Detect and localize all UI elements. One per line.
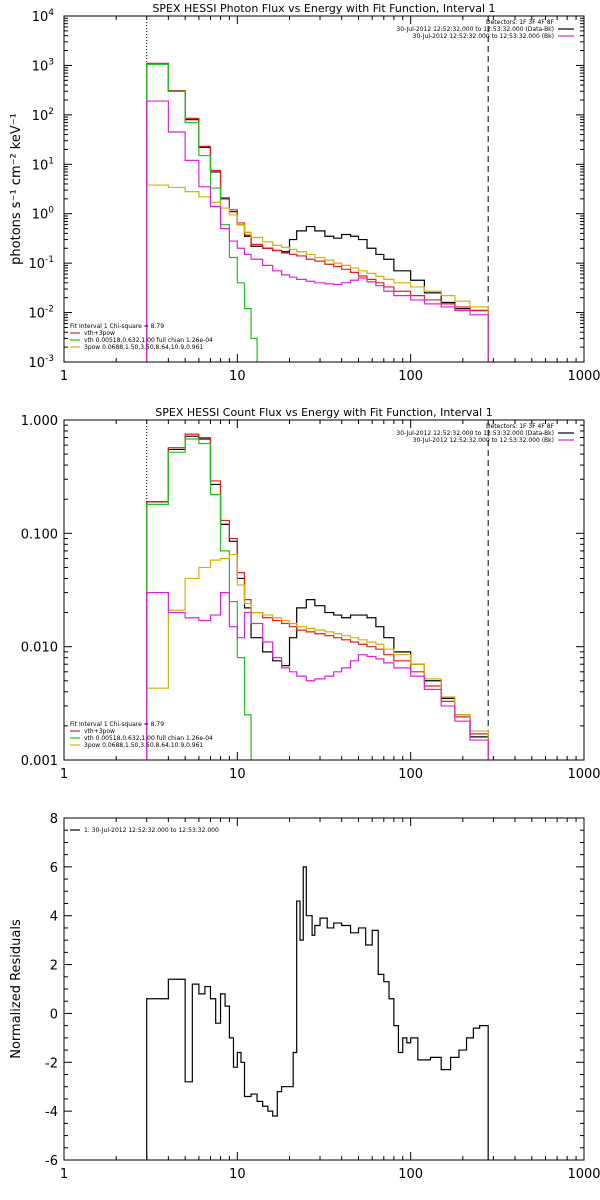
y-tick-exponent: -2 xyxy=(45,305,54,315)
info-line: Detectors: 1F 3F 4F 8F xyxy=(486,423,555,430)
chart-title: SPEX HESSI Count Flux vs Energy with Fit… xyxy=(155,406,492,419)
legend-entry: vth+3pow xyxy=(84,728,115,735)
series-line-5 xyxy=(146,591,489,760)
y-tick-label: 102 xyxy=(32,107,54,124)
info-line: 30-Jul-2012 12:52:32.000 to 12:53:32.000… xyxy=(413,437,554,444)
y-tick-base: 10 xyxy=(28,257,45,272)
x-tick-label: 1000 xyxy=(567,767,600,782)
x-axis-ticks xyxy=(63,420,577,760)
y-tick-exponent: 3 xyxy=(48,57,54,67)
y-tick-exponent: -3 xyxy=(45,354,54,364)
legend-entry: Fit Interval 1 Chi-square = 8.79 xyxy=(70,323,164,330)
plot-frame xyxy=(63,15,585,363)
series-line-2 xyxy=(146,62,489,362)
plot-frame xyxy=(63,817,585,1161)
series-line-4 xyxy=(146,184,489,362)
y-axis-label: photons s⁻¹ cm⁻² keV⁻¹ xyxy=(9,113,24,265)
y-tick-base: 10 xyxy=(28,356,45,371)
y-axis-label: Normalized Residuals xyxy=(9,919,24,1059)
series-line-1 xyxy=(146,63,489,362)
y-tick-label: 0.001 xyxy=(21,754,58,769)
series-group xyxy=(146,62,489,362)
legend-entry: vth 0.00518,0.632,1.00 full chian 1.26e-… xyxy=(84,337,213,344)
x-tick-label: 1 xyxy=(60,767,68,782)
y-tick-label: 104 xyxy=(32,8,55,25)
x-axis-ticks xyxy=(63,16,577,362)
series-group xyxy=(146,433,489,760)
y-tick-exponent: 4 xyxy=(48,8,54,18)
y-axis-ticks xyxy=(64,817,584,1161)
legend-entry: vth+3pow xyxy=(84,330,115,337)
x-tick-label: 100 xyxy=(398,767,423,782)
chart-panel-3: Normalized Residuals 1 10 100 1000 -6 -4 -2 0 2 4 6… xyxy=(9,812,600,1182)
series-line-5 xyxy=(146,100,489,362)
chart-panel-2: SPEX HESSI Count Flux vs Energy with Fit… xyxy=(21,406,600,782)
x-tick-label: 10 xyxy=(229,767,246,782)
y-tick-exponent: 1 xyxy=(48,156,54,166)
y-tick-label: -6 xyxy=(45,1154,58,1169)
y-tick-exponent: 2 xyxy=(48,107,54,117)
y-tick-label: 100 xyxy=(32,206,55,223)
x-tick-label: 100 xyxy=(398,369,423,384)
legend-entry: Fit Interval 1 Chi-square = 8.79 xyxy=(70,721,164,728)
series-line-2 xyxy=(146,433,489,760)
plot-frame xyxy=(63,419,585,761)
y-tick-exponent: 0 xyxy=(48,206,54,216)
x-tick-label: 10 xyxy=(229,369,246,384)
y-tick-label: 10-3 xyxy=(28,354,54,371)
series-line-1 xyxy=(146,435,489,760)
y-tick-label: 0 xyxy=(50,1007,58,1022)
info-line: Detectors: 1F 3F 4F 8F xyxy=(486,19,555,26)
x-tick-label: 1000 xyxy=(567,369,600,384)
series-line-1 xyxy=(146,866,489,1160)
series-group xyxy=(146,866,489,1160)
x-tick-label: 1 xyxy=(60,1167,68,1182)
legend-entry: 3pow 0.0688,1.50,3.50,8.64,10.9,0.961 xyxy=(84,344,203,351)
y-tick-label: 103 xyxy=(32,57,54,74)
y-axis-ticks xyxy=(64,15,584,363)
y-tick-label: 0.100 xyxy=(21,527,58,542)
y-tick-label: 0.010 xyxy=(21,641,58,656)
x-tick-label: 1000 xyxy=(567,1167,600,1182)
y-tick-exponent: -1 xyxy=(45,255,54,265)
y-tick-label: 4 xyxy=(50,910,58,925)
legend-entry: vth 0.00518,0.632,1.00 full chian 1.26e-… xyxy=(84,735,213,742)
legend-entry: 1. 30-Jul-2012 12:52:32.000 to 12:53:32.… xyxy=(84,827,219,834)
y-tick-label: 10-1 xyxy=(28,255,54,272)
x-tick-label: 1 xyxy=(60,369,68,384)
y-tick-base: 10 xyxy=(28,307,45,322)
y-tick-base: 10 xyxy=(32,10,49,25)
y-tick-label: 10-2 xyxy=(28,305,54,322)
y-tick-label: -2 xyxy=(45,1056,58,1071)
x-tick-label: 10 xyxy=(229,1167,246,1182)
x-axis-ticks xyxy=(63,818,577,1160)
y-tick-base: 10 xyxy=(32,109,49,124)
y-tick-base: 10 xyxy=(32,59,49,74)
y-tick-label: 1.000 xyxy=(21,414,58,429)
y-tick-label: -4 xyxy=(45,1105,58,1120)
series-line-3 xyxy=(146,63,263,362)
info-line: 30-Jul-2012 12:52:32.000 to 12:53:32.000… xyxy=(396,430,554,437)
y-tick-label: 101 xyxy=(32,156,54,173)
legend-entry: 3pow 0.0688,1.50,3.50,8.64,10.9,0.961 xyxy=(84,742,203,749)
x-tick-label: 100 xyxy=(398,1167,423,1182)
y-axis-ticks xyxy=(64,419,584,761)
series-line-4 xyxy=(146,553,489,760)
y-tick-base: 10 xyxy=(32,208,49,223)
info-line: 30-Jul-2012 12:52:32.000 to 12:53:32.000… xyxy=(413,33,554,40)
y-tick-label: 6 xyxy=(50,861,58,876)
chart-panel-1: SPEX HESSI Photon Flux vs Energy with Fi… xyxy=(9,2,600,384)
y-tick-label: 2 xyxy=(50,959,58,974)
series-line-3 xyxy=(146,438,252,760)
info-line: 30-Jul-2012 12:52:32.000 to 12:53:32.000… xyxy=(396,26,554,33)
y-tick-base: 10 xyxy=(32,158,49,173)
chart-title: SPEX HESSI Photon Flux vs Energy with Fi… xyxy=(152,2,495,15)
y-tick-label: 8 xyxy=(50,812,58,827)
